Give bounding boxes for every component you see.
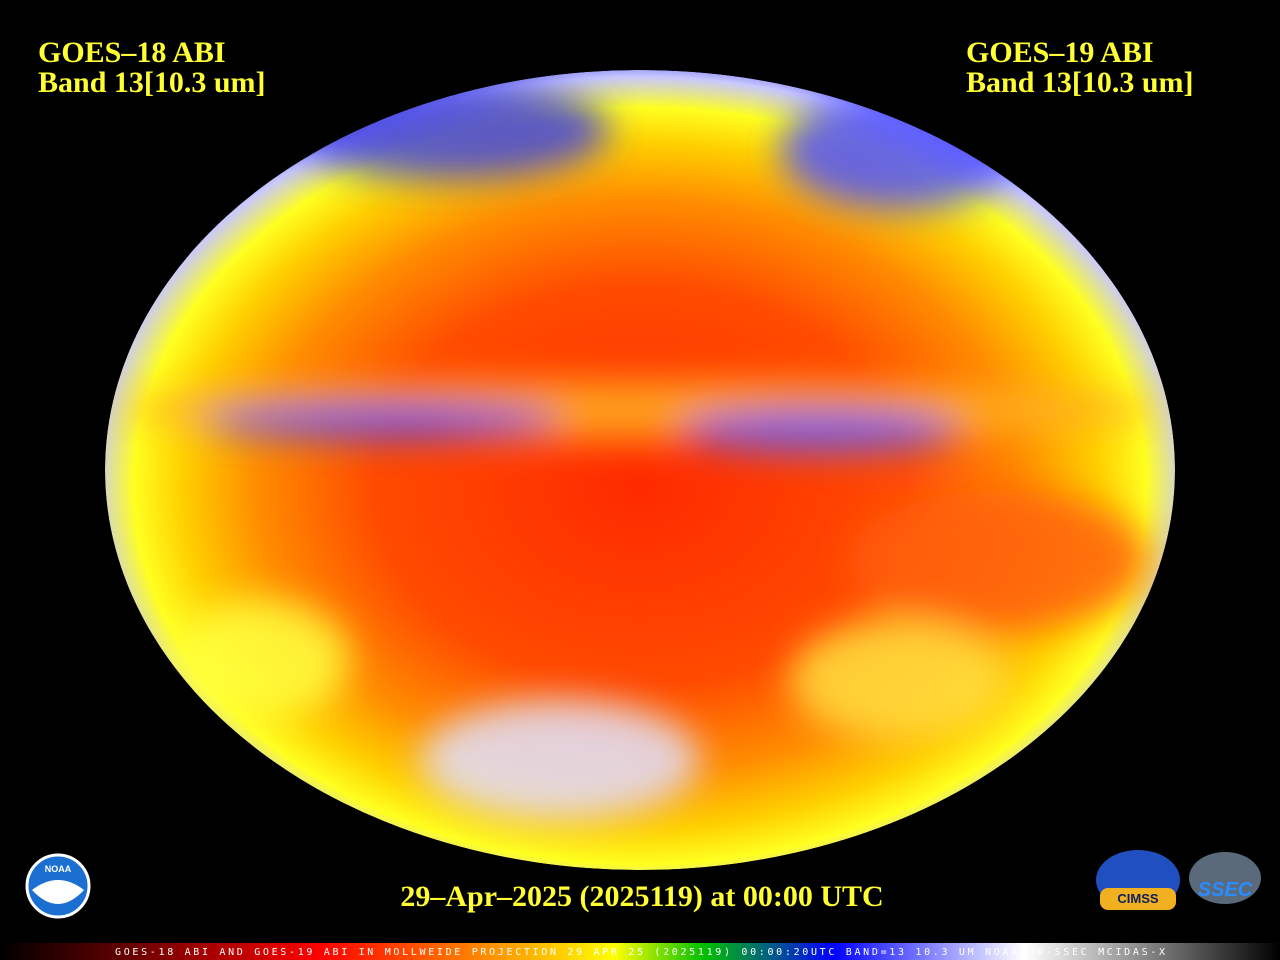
cimss-logo: CIMSS — [1096, 850, 1180, 910]
timestamp: 29–Apr–2025 (2025119) at 00:00 UTC — [400, 880, 883, 913]
color-bar — [0, 943, 1280, 960]
ssec-text: SSEC — [1198, 879, 1253, 901]
noaa-logo: NOAA — [25, 853, 91, 919]
left-title: GOES–18 ABI — [38, 36, 226, 69]
left-band: Band 13[10.3 um] — [38, 66, 266, 99]
globe-image — [105, 70, 1175, 870]
cimss-text: CIMSS — [1117, 891, 1159, 906]
right-title: GOES–19 ABI — [966, 36, 1154, 69]
footer-text: GOES-18 ABI AND GOES-19 ABI IN MOLLWEIDE… — [115, 947, 1165, 958]
ssec-logo: SSEC — [1189, 852, 1261, 904]
noaa-text: NOAA — [45, 864, 72, 874]
right-band: Band 13[10.3 um] — [966, 66, 1194, 99]
